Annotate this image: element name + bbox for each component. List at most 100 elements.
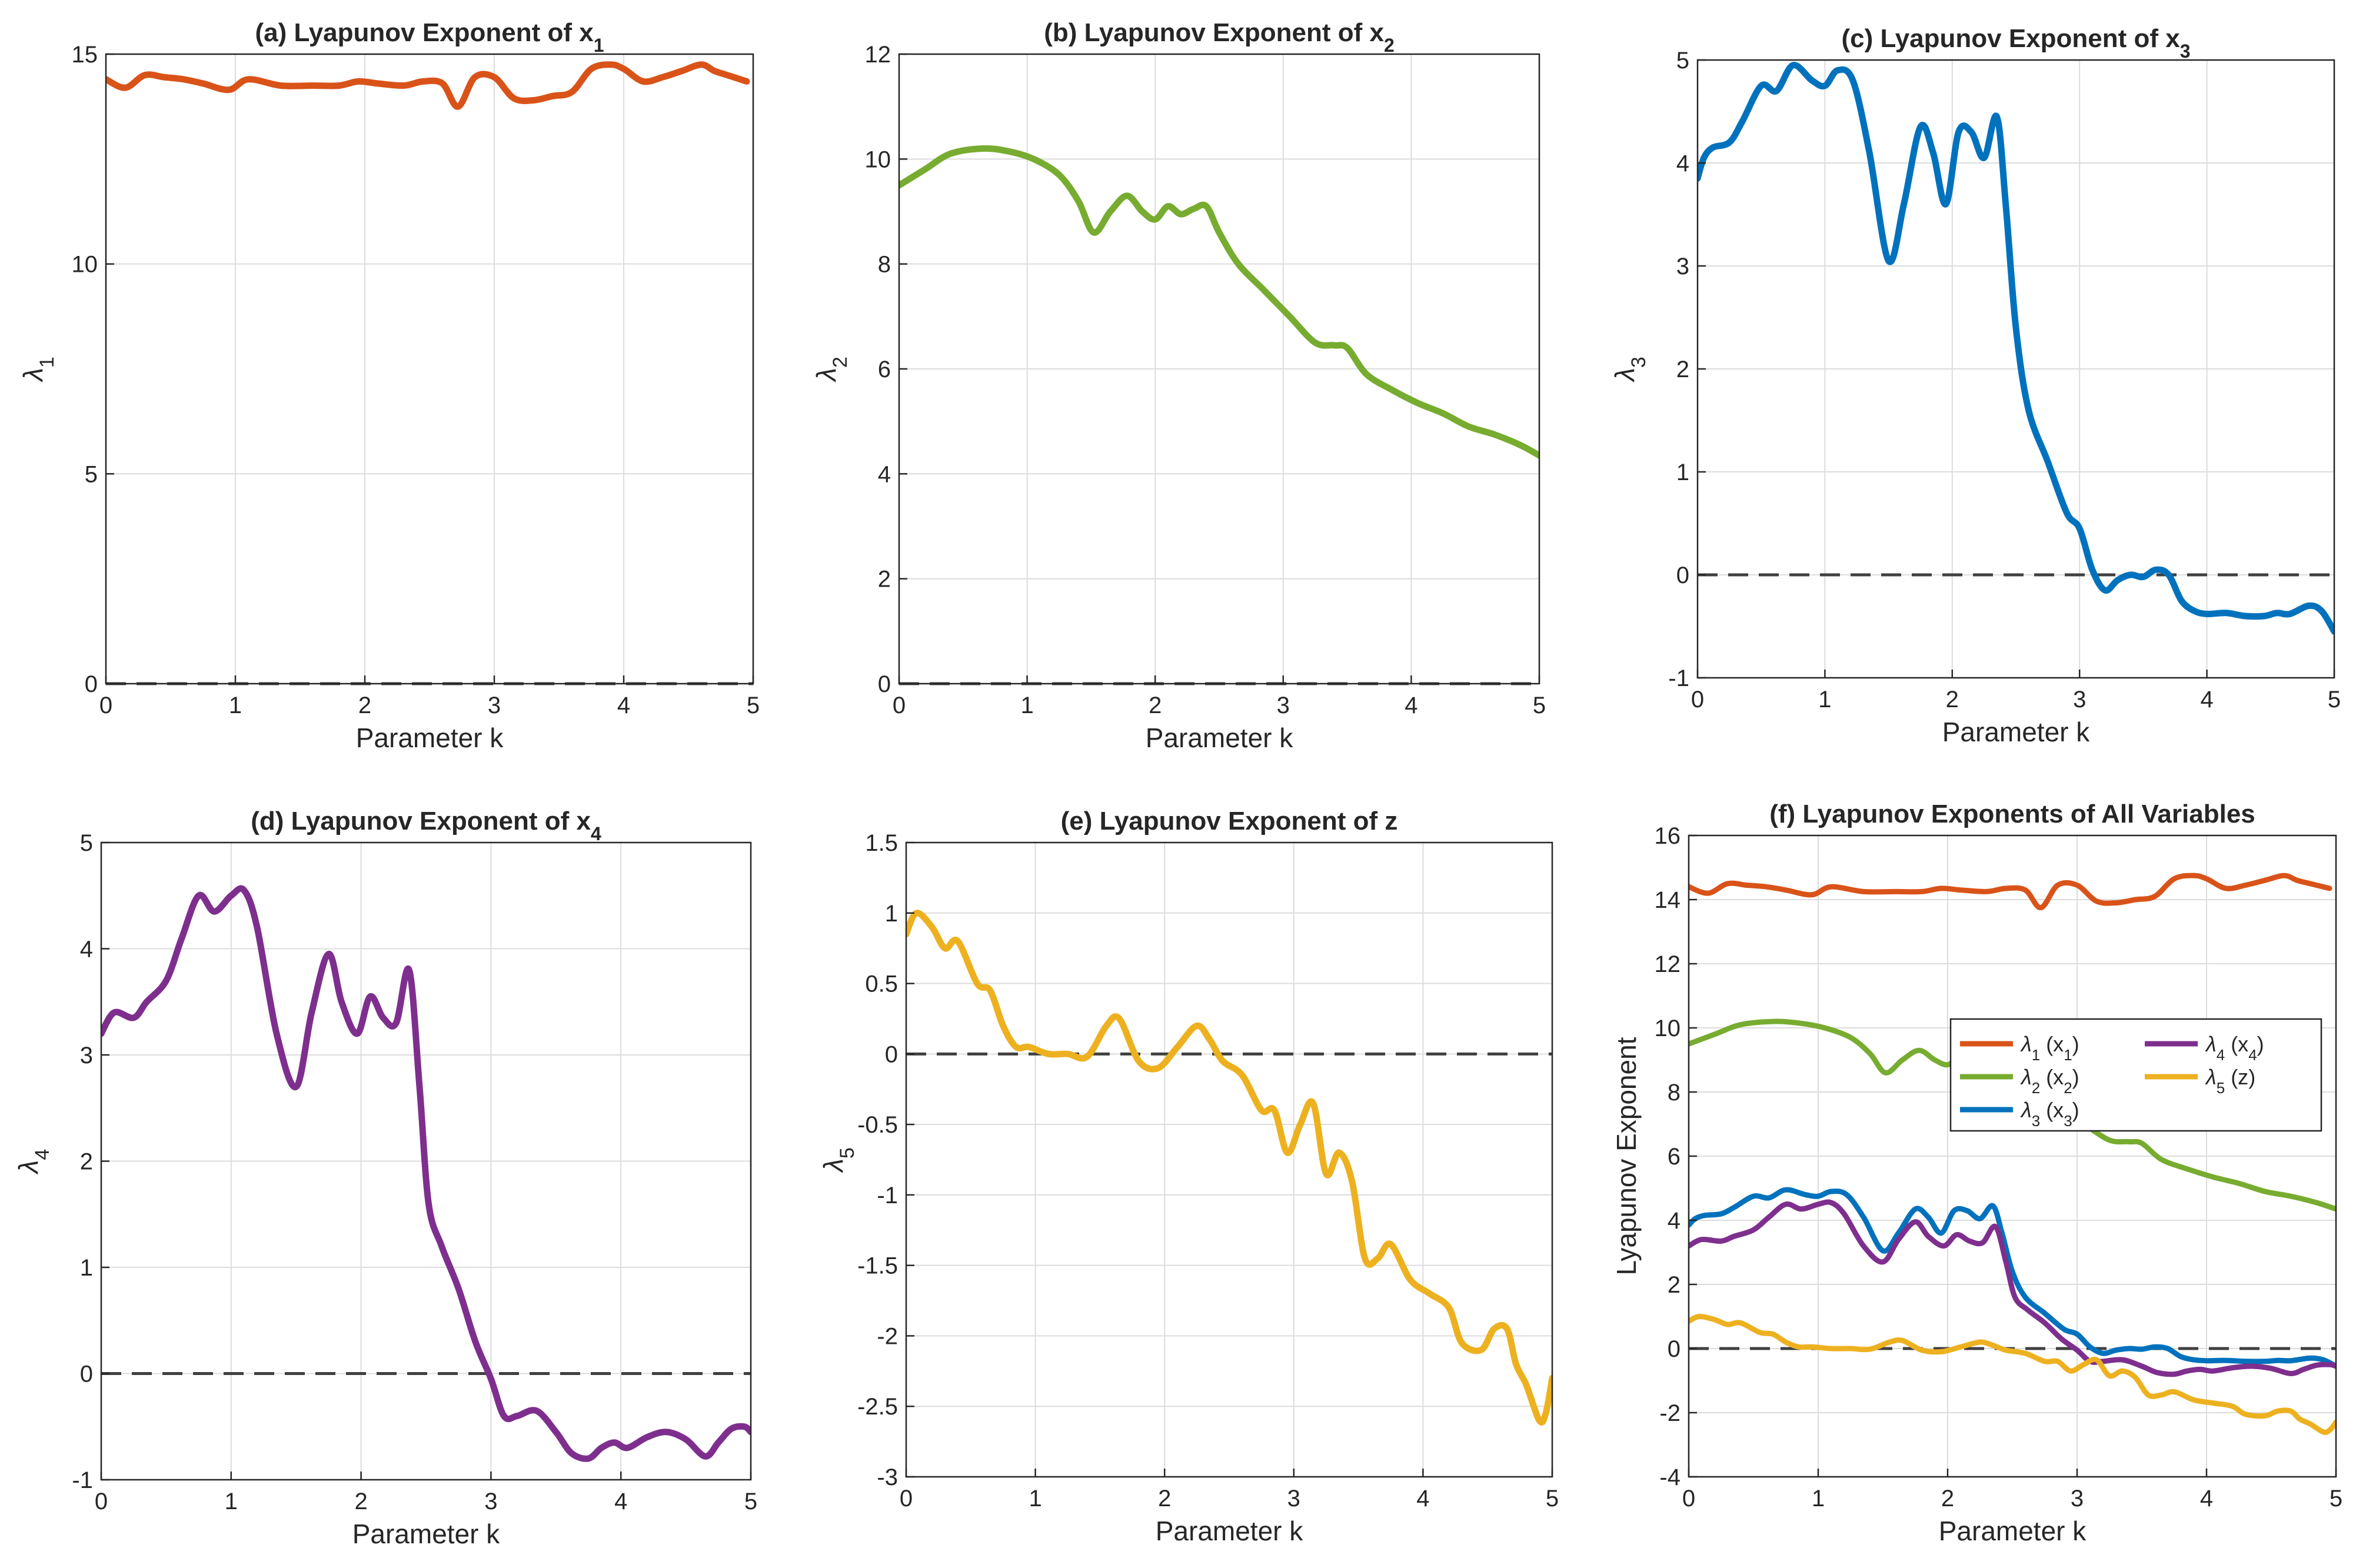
y-axis-label: Lyapunov Exponent	[1611, 1037, 1642, 1275]
y-tick-label: 0.5	[865, 971, 898, 997]
y-tick-label: -1	[1668, 665, 1689, 691]
y-tick-label: 4	[80, 937, 93, 963]
x-tick-label: 3	[1287, 1486, 1300, 1512]
x-tick-label: 5	[2330, 1486, 2342, 1512]
x-tick-label: 2	[1158, 1486, 1171, 1512]
x-tick-label: 1	[1029, 1486, 1041, 1512]
x-tick-label: 1	[225, 1489, 238, 1514]
legend-entry: λ3 (x3)	[2020, 1098, 2079, 1130]
y-tick-label: 1.5	[865, 830, 898, 856]
y-tick-label: 2	[1668, 1272, 1681, 1298]
y-tick-label: 5	[85, 461, 98, 487]
axes-box	[105, 53, 754, 685]
x-axis-label: Parameter k	[1939, 1516, 2087, 1546]
x-tick-label: 4	[614, 1489, 627, 1514]
x-axis-label: Parameter k	[1942, 717, 2091, 747]
y-tick-label: 5	[80, 830, 93, 856]
panel-title: (e) Lyapunov Exponent of z	[1061, 807, 1398, 835]
series-line	[1689, 1199, 2336, 1377]
x-tick-label: 2	[358, 693, 371, 718]
y-tick-label: 10	[1655, 1016, 1681, 1041]
x-tick-label: 3	[1277, 693, 1290, 718]
x-tick-label: 1	[1812, 1486, 1825, 1512]
x-tick-label: 4	[1405, 693, 1417, 718]
y-tick-label: -1	[877, 1183, 898, 1209]
y-tick-label: 16	[1655, 823, 1681, 849]
y-tick-label: 1	[1676, 460, 1689, 485]
x-tick-label: 0	[99, 693, 112, 718]
legend-entry: λ2 (x2)	[2020, 1065, 2079, 1097]
x-tick-label: 0	[900, 1486, 913, 1512]
y-tick-label: 12	[1655, 951, 1681, 977]
x-tick-label: 1	[1818, 687, 1831, 713]
y-tick-label: 5	[1676, 48, 1689, 74]
series-line	[1689, 873, 2332, 911]
x-tick-label: 3	[2071, 1486, 2084, 1512]
y-tick-label: 8	[878, 252, 891, 278]
x-tick-label: 5	[1533, 693, 1546, 718]
y-tick-label: 1	[885, 901, 898, 927]
legend: λ1 (x1) λ4 (x4) λ2 (x2) λ5 (z) λ3 (x3)	[1949, 1018, 2322, 1132]
x-tick-label: 0	[1682, 1486, 1695, 1512]
x-tick-label: 2	[1946, 687, 1959, 713]
series-line	[101, 885, 751, 1462]
x-tick-label: 1	[1020, 693, 1033, 718]
series-line	[1689, 1187, 2336, 1369]
x-tick-label: 5	[1546, 1486, 1559, 1512]
panel-title: (a) Lyapunov Exponent of x1	[255, 18, 604, 56]
panel-title: (c) Lyapunov Exponent of x3	[1841, 24, 2190, 62]
series-line	[899, 145, 1539, 459]
x-tick-label: 5	[2328, 687, 2341, 713]
x-tick-label: 1	[229, 693, 242, 718]
x-tick-label: 3	[484, 1489, 497, 1514]
axes-box	[905, 841, 1553, 1478]
y-tick-label: 6	[878, 357, 891, 382]
y-tick-label: 4	[1676, 151, 1689, 177]
y-tick-label: 3	[80, 1043, 93, 1068]
y-tick-label: 2	[1676, 357, 1689, 382]
panel-title: (f) Lyapunov Exponents of All Variables	[1769, 800, 2255, 828]
y-axis-label: λ5	[818, 1147, 858, 1174]
x-tick-label: 4	[617, 693, 630, 718]
y-tick-label: -3	[877, 1464, 898, 1490]
y-tick-label: 0	[885, 1041, 898, 1067]
y-tick-label: 0	[85, 671, 98, 697]
y-tick-label: 0	[1676, 562, 1689, 588]
x-tick-label: 2	[354, 1489, 367, 1514]
y-tick-label: 2	[80, 1149, 93, 1175]
x-tick-label: 2	[1941, 1486, 1954, 1512]
panel-title: (b) Lyapunov Exponent of x2	[1044, 18, 1395, 56]
y-tick-label: 12	[865, 42, 891, 68]
y-tick-label: 1	[80, 1255, 93, 1281]
x-tick-label: 0	[893, 693, 906, 718]
x-tick-label: 2	[1149, 693, 1162, 718]
x-tick-label: 5	[747, 693, 760, 718]
y-tick-label: -4	[1659, 1464, 1681, 1490]
y-tick-label: -1	[72, 1467, 93, 1493]
panel-title: (d) Lyapunov Exponent of x4	[251, 807, 601, 844]
x-axis-label: Parameter k	[1146, 723, 1294, 753]
y-tick-label: 6	[1668, 1144, 1681, 1170]
legend-entry: λ4 (x4)	[2205, 1032, 2264, 1064]
y-tick-label: 14	[1655, 887, 1681, 913]
y-tick-label: 0	[878, 671, 891, 697]
y-axis-label: λ1	[18, 357, 58, 383]
y-axis-label: λ2	[811, 357, 851, 383]
y-axis-label: λ3	[1609, 357, 1650, 383]
series-line	[1689, 1313, 2336, 1435]
y-tick-label: 10	[72, 252, 98, 278]
plot-area	[906, 843, 1552, 1477]
panel-a: 0 1 2 3 4 5 0 5 10 15 (a) Lyapunov Exponent of x1 P…	[18, 18, 760, 753]
y-tick-label: 2	[878, 567, 891, 592]
legend-entry: λ1 (x1)	[2020, 1032, 2079, 1064]
y-tick-label: -2	[877, 1323, 898, 1349]
x-tick-label: 0	[95, 1489, 108, 1514]
series-line	[1698, 62, 2334, 635]
y-axis-label: λ4	[13, 1149, 54, 1176]
panel-e: 0 1 2 3 4 5 -3 -2.5 -2 -1.5 -1 -0.5 0 0.5 1 1.5 (e) Lyap…	[818, 807, 1559, 1546]
y-tick-label: 0	[80, 1361, 93, 1387]
x-tick-label: 5	[744, 1489, 757, 1514]
